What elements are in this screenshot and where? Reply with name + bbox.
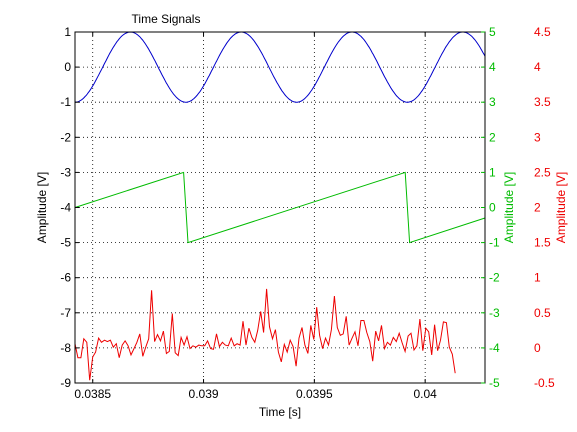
y-tick-label-axis-2: 2.5 [534,165,551,179]
y-tick-label-axis-1: -2 [489,271,500,285]
x-axis-label: Time [s] [259,405,301,419]
x-tick-label: 0.039 [189,387,219,401]
y-tick-label-axis-2: 3.5 [534,95,551,109]
y-axis-label-2: Amplitude [V] [554,172,568,243]
series-group [74,31,486,381]
y-tick-label-axis-1: -1 [489,236,500,250]
y-tick-label-axis-2: 0 [534,341,541,355]
y-tick-label-axis-1: 4 [489,60,496,74]
y-tick-label-axis-1: 2 [489,130,496,144]
y-axis-label-0: Amplitude [V] [35,172,49,243]
y-tick-label-axis-1: -4 [489,341,500,355]
y-tick-label-axis-2: 4 [534,60,541,74]
y-tick-label-axis-0: -8 [60,341,71,355]
x-tick-label: 0.04 [413,387,437,401]
y-tick-label-axis-2: 2 [534,201,541,215]
x-tick-label: 0.0395 [296,387,333,401]
y-tick-label-axis-2: 1.5 [534,236,551,250]
y-tick-label-axis-0: -4 [60,201,71,215]
series-line-sawtooth [74,171,486,244]
y-tick-label-axis-1: -3 [489,306,500,320]
y-tick-label-axis-2: 0.5 [534,306,551,320]
y-tick-label-axis-0: -3 [60,165,71,179]
y-tick-label-axis-2: 1 [534,271,541,285]
series-line-sine [74,31,486,103]
x-tick-label: 0.0385 [74,387,111,401]
y-tick-label-axis-0: 0 [64,60,71,74]
y-tick-label-axis-1: 0 [489,201,496,215]
series-line-noise [74,288,456,381]
y-tick-label-axis-0: -6 [60,271,71,285]
y-tick-label-axis-1: 5 [489,25,496,39]
y-tick-label-axis-0: -7 [60,306,71,320]
y-tick-label-axis-0: -2 [60,130,71,144]
y-tick-label-axis-2: 3 [534,130,541,144]
y-tick-label-axis-0: -1 [60,95,71,109]
y-tick-label-axis-1: -5 [489,376,500,390]
grid [75,32,485,383]
y-tick-label-axis-0: 1 [64,25,71,39]
chart-title: Time Signals [132,12,201,26]
y-tick-label-axis-2: 4.5 [534,25,551,39]
y-tick-label-axis-1: 3 [489,95,496,109]
y-tick-label-axis-1: 1 [489,165,496,179]
axes-group: 0.0385 0.039 0.0395 0.04 1 0 -1 -2 -3 -4 -5 -6 -7 -8 -… [35,25,568,401]
y-axis-label-1: Amplitude [V] [502,172,516,243]
y-tick-label-axis-2: -0.5 [534,376,555,390]
y-tick-label-axis-0: -9 [60,376,71,390]
y-tick-label-axis-0: -5 [60,236,71,250]
